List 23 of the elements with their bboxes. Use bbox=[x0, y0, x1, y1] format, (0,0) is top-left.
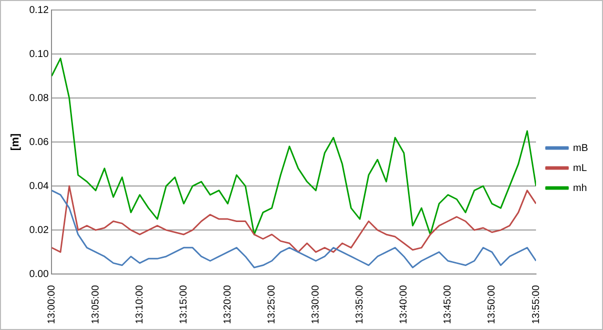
y-tick-label: 0.06 bbox=[29, 136, 50, 148]
x-tick-label: 13:40:00 bbox=[398, 284, 410, 324]
y-tick-label: 0.10 bbox=[29, 48, 50, 60]
y-axis-title: [m] bbox=[10, 133, 22, 151]
x-tick-label: 13:50:00 bbox=[486, 284, 498, 324]
x-tick-label: 13:15:00 bbox=[178, 284, 190, 324]
x-tick-label: 13:45:00 bbox=[442, 284, 454, 324]
x-tick-label: 13:20:00 bbox=[222, 284, 234, 324]
y-tick-label: 0.04 bbox=[29, 180, 50, 192]
x-tick-label: 13:25:00 bbox=[266, 284, 278, 324]
x-tick-label: 13:05:00 bbox=[90, 284, 102, 324]
x-tick-label: 13:10:00 bbox=[134, 284, 146, 324]
y-tick-label: 0.12 bbox=[29, 4, 50, 16]
legend-label: mL bbox=[573, 162, 588, 174]
legend-label: mh bbox=[573, 182, 587, 194]
x-tick-label: 13:55:00 bbox=[530, 284, 542, 324]
x-tick-label: 13:00:00 bbox=[46, 284, 58, 324]
x-tick-label: 13:30:00 bbox=[310, 284, 322, 324]
y-tick-label: 0.08 bbox=[29, 92, 50, 104]
y-tick-label: 0.00 bbox=[29, 268, 50, 280]
y-tick-label: 0.02 bbox=[29, 224, 50, 236]
legend-label: mB bbox=[573, 142, 588, 154]
x-tick-label: 13:35:00 bbox=[354, 284, 366, 324]
